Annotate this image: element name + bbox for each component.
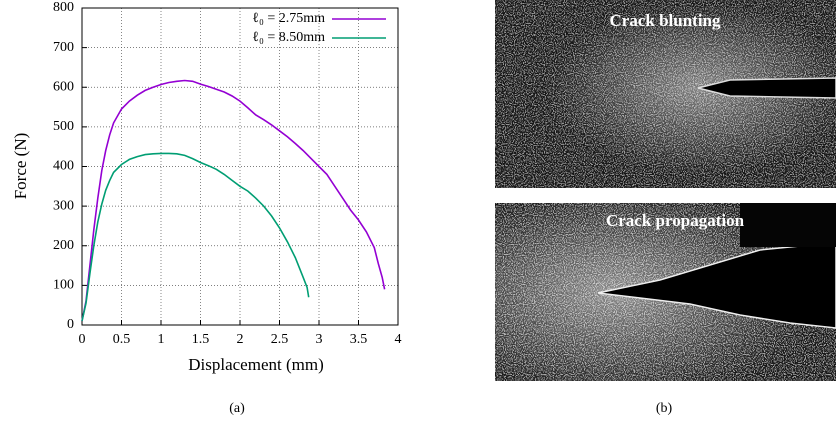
y-tick-label: 500 (53, 119, 74, 134)
image-label: Crack propagation (606, 211, 745, 230)
y-tick-label: 100 (53, 278, 74, 293)
y-axis-label: Force (N) (11, 133, 30, 200)
x-tick-label: 3 (316, 332, 323, 347)
y-tick-label: 0 (67, 317, 74, 332)
x-tick-label: 0.5 (113, 332, 131, 347)
y-tick-label: 200 (53, 238, 74, 253)
plot-frame (81, 7, 399, 326)
x-tick-label: 1.5 (192, 332, 210, 347)
series-line (81, 152, 310, 322)
x-tick-label: 1 (158, 332, 165, 347)
y-tick-label: 800 (53, 0, 74, 15)
y-tick-label: 700 (53, 40, 74, 55)
series-line (81, 79, 386, 322)
image-top: Crack blunting (495, 0, 836, 188)
y-tick-label: 300 (53, 198, 74, 213)
y-tick-label: 400 (53, 159, 74, 174)
x-tick-label: 3.5 (350, 332, 368, 347)
x-axis-label: Displacement (mm) (188, 355, 324, 374)
legend-label: ℓ₀ = 8.50mm (252, 30, 325, 45)
image-bottom: Crack propagation (495, 203, 836, 381)
image-label: Crack blunting (610, 11, 721, 30)
legend-label: ℓ₀ = 2.75mm (252, 11, 325, 26)
x-tick-label: 0 (79, 332, 86, 347)
caption: (b) (656, 401, 673, 416)
x-tick-label: 4 (395, 332, 402, 347)
x-tick-label: 2 (237, 332, 244, 347)
y-tick-label: 600 (53, 79, 74, 94)
x-tick-label: 2.5 (271, 332, 289, 347)
caption: (a) (229, 401, 245, 416)
